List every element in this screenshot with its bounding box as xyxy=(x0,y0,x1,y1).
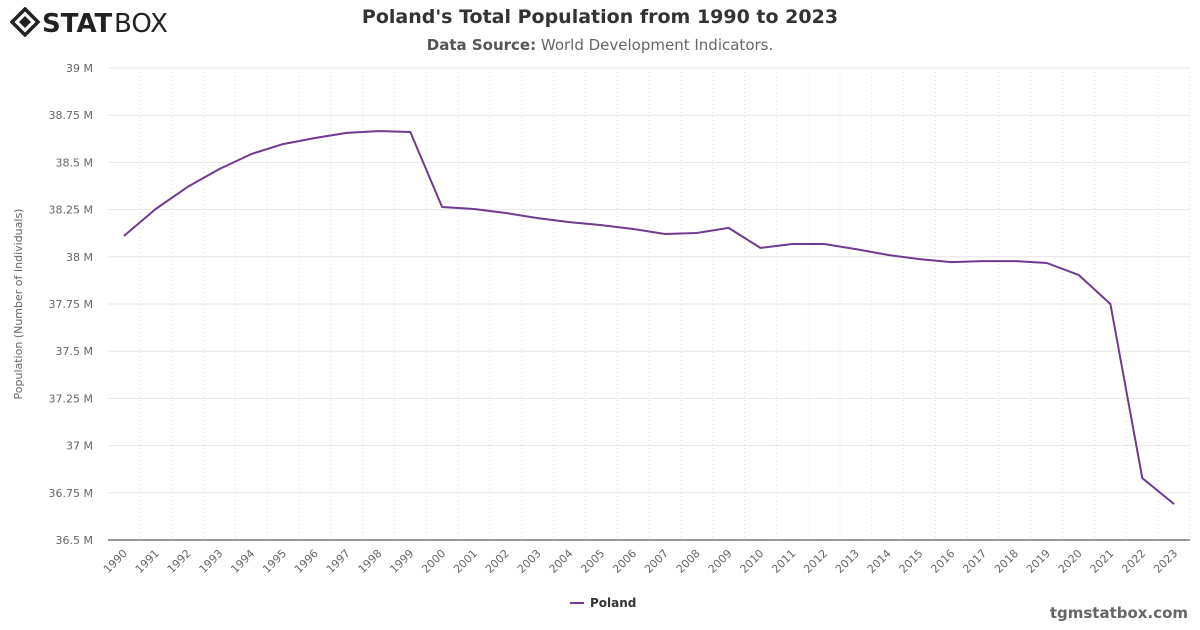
x-tick-label: 2001 xyxy=(451,547,480,576)
x-tick-label: 2008 xyxy=(674,547,703,576)
x-tick-label: 2014 xyxy=(865,547,894,576)
x-tick-label: 1996 xyxy=(292,547,321,576)
x-tick-label: 1992 xyxy=(165,547,194,576)
x-tick-label: 1990 xyxy=(101,547,130,576)
x-tick-label: 2002 xyxy=(483,547,512,576)
x-tick-label: 2005 xyxy=(578,547,607,576)
x-tick-label: 2020 xyxy=(1056,547,1085,576)
x-tick-label: 2011 xyxy=(769,547,798,576)
y-tick-label: 37 M xyxy=(66,440,93,453)
y-tick-label: 39 M xyxy=(66,62,93,75)
x-tick-label: 1998 xyxy=(356,547,385,576)
chart-title: Poland's Total Population from 1990 to 2… xyxy=(361,6,839,28)
y-tick-label: 38.75 M xyxy=(49,109,93,122)
x-tick-label: 2021 xyxy=(1088,547,1117,576)
x-tick-label: 1999 xyxy=(387,547,416,576)
series-line-poland xyxy=(123,130,1175,505)
x-tick-label: 2022 xyxy=(1119,547,1148,576)
x-tick-label: 1993 xyxy=(197,547,226,576)
y-tick-label: 38 M xyxy=(66,251,93,264)
statbox-logo: STAT BOX xyxy=(10,6,180,38)
x-tick-label: 2013 xyxy=(833,547,862,576)
subtitle-source: World Development Indicators. xyxy=(540,36,774,54)
x-tick-label: 2010 xyxy=(738,547,767,576)
subtitle-label: Data Source: xyxy=(426,36,537,54)
x-tick-label: 2000 xyxy=(419,547,448,576)
x-tick-label: 2012 xyxy=(801,547,830,576)
svg-text:BOX: BOX xyxy=(114,9,168,37)
x-tick-label: 2003 xyxy=(515,547,544,576)
y-tick-label: 36.5 M xyxy=(56,534,93,547)
x-tick-label: 1991 xyxy=(133,547,162,576)
x-tick-label: 2019 xyxy=(1024,547,1053,576)
x-tick-label: 2015 xyxy=(897,547,926,576)
x-tick-label: 2018 xyxy=(992,547,1021,576)
y-tick-label: 37.5 M xyxy=(56,345,93,358)
x-tick-label: 2006 xyxy=(610,547,639,576)
y-tick-label: 36.75 M xyxy=(49,487,93,500)
chart-subtitle: Data Source: World Development Indicator… xyxy=(0,36,1200,54)
credit-text: tgmstatbox.com xyxy=(1049,604,1188,622)
x-tick-label: 1995 xyxy=(260,547,289,576)
x-tick-label: 2017 xyxy=(960,547,989,576)
legend-item-label: Poland xyxy=(590,596,636,610)
statbox-diamond-icon: STAT BOX xyxy=(10,7,168,37)
x-tick-label: 2023 xyxy=(1151,547,1180,576)
x-tick-label: 2004 xyxy=(547,547,576,576)
x-tick-label: 2009 xyxy=(706,547,735,576)
svg-text:STAT: STAT xyxy=(42,9,113,37)
y-tick-label: 37.25 M xyxy=(49,392,93,405)
x-tick-label: 2016 xyxy=(928,547,957,576)
y-tick-label: 38.5 M xyxy=(56,156,93,169)
x-tick-label: 1994 xyxy=(228,547,257,576)
x-tick-label: 2007 xyxy=(642,547,671,576)
y-axis-title: Population (Number of Individuals) xyxy=(12,209,25,400)
y-tick-label: 37.75 M xyxy=(49,298,93,311)
y-tick-label: 38.25 M xyxy=(49,204,93,217)
x-tick-label: 1997 xyxy=(324,547,353,576)
